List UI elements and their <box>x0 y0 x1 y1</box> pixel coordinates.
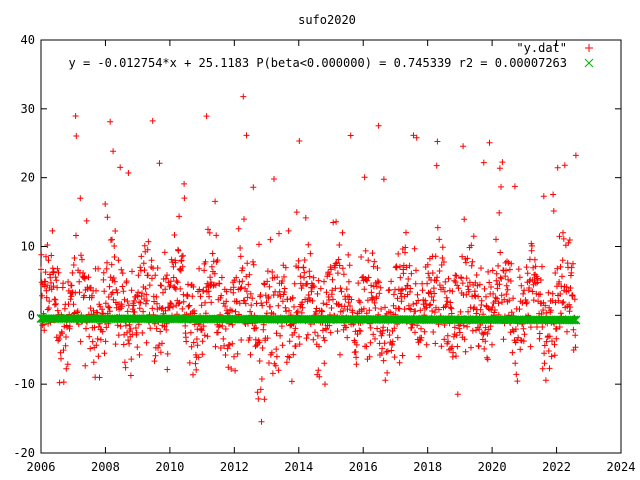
axes: 2006 2008 2010 2012 2014 2016 2018 2020 2022 2024… <box>13 33 635 474</box>
y-tick-label: 20 <box>21 171 35 185</box>
y-tick-label: 10 <box>21 240 35 254</box>
y-tick-label: 0 <box>28 308 35 322</box>
fit-line-markers <box>36 314 581 325</box>
legend-marker-fit <box>584 58 594 68</box>
x-tick-label: 2010 <box>155 460 184 474</box>
x-tick-label: 2008 <box>91 460 120 474</box>
fit-series <box>36 314 581 325</box>
y-tick-label: -10 <box>13 377 35 391</box>
x-tick-label: 2022 <box>542 460 571 474</box>
x-tick-label: 2006 <box>27 460 56 474</box>
x-tick-label: 2012 <box>220 460 249 474</box>
legend-label-scatter: "y.dat" <box>516 41 567 55</box>
chart-title: sufo2020 <box>298 13 356 27</box>
legend-marker-scatter <box>585 44 593 52</box>
y-tick-label: 40 <box>21 33 35 47</box>
scatter-series <box>38 93 579 425</box>
y-tick-label: -20 <box>13 446 35 460</box>
x-tick-label: 2020 <box>478 460 507 474</box>
legend-label-fit: y = -0.012754*x + 25.1183 P(beta<0.00000… <box>69 56 568 70</box>
plot-border <box>40 39 622 454</box>
x-tick-label: 2024 <box>607 460 636 474</box>
y-tick-label: 30 <box>21 102 35 116</box>
x-tick-label: 2014 <box>284 460 313 474</box>
legend: "y.dat" y = -0.012754*x + 25.1183 P(beta… <box>69 41 594 70</box>
scatter-points <box>38 93 579 425</box>
x-tick-label: 2016 <box>349 460 378 474</box>
x-tick-label: 2018 <box>413 460 442 474</box>
